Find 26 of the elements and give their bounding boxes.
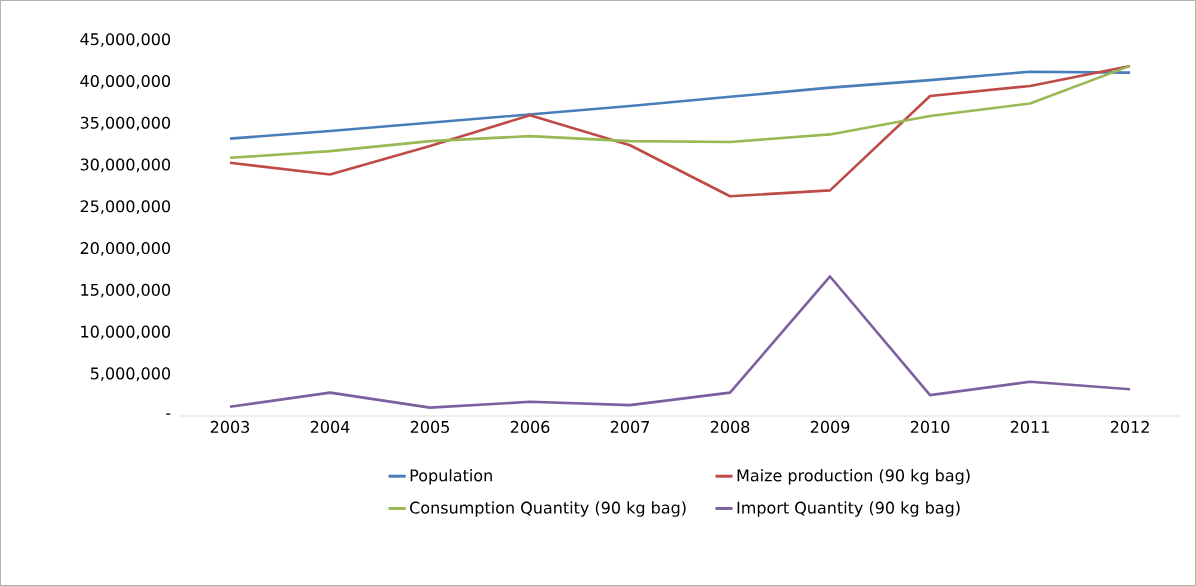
y-tick-label: 40,000,000 (80, 74, 171, 89)
x-tick-label: 2012 (1110, 420, 1149, 433)
x-tick-label: 2008 (710, 420, 750, 433)
line-series (228, 64, 1132, 160)
x-tick-label: 2007 (610, 420, 650, 433)
y-tick-label: 5,000,000 (90, 367, 171, 382)
y-tick-label: - (166, 413, 171, 415)
y-tick-label: 45,000,000 (80, 33, 171, 47)
x-tick-label: 2005 (410, 420, 449, 433)
x-tick-label: 2009 (810, 420, 850, 433)
y-tick-label: 20,000,000 (80, 242, 171, 256)
x-tick-label: 2010 (910, 420, 950, 433)
line-series (228, 275, 1132, 409)
x-tick-label: 2006 (510, 420, 550, 433)
y-tick-label: 10,000,000 (81, 325, 171, 340)
y-tick-label: 35,000,000 (80, 116, 171, 131)
legend-label: Import Quantity (90 kg bag) (737, 501, 960, 517)
legend-label: Consumption Quantity (90 kg bag) (410, 501, 686, 517)
y-tick-label: 15,000,000 (81, 283, 171, 298)
legend-label: Maize production (90 kg bag) (737, 469, 970, 485)
legend-label: Population (410, 469, 492, 485)
x-tick-label: 2004 (310, 420, 350, 433)
x-tick-label: 2003 (210, 420, 250, 433)
y-tick-label: 30,000,000 (80, 158, 171, 173)
x-tick-label: 2011 (1010, 420, 1049, 433)
y-tick-label: 25,000,000 (80, 200, 171, 214)
